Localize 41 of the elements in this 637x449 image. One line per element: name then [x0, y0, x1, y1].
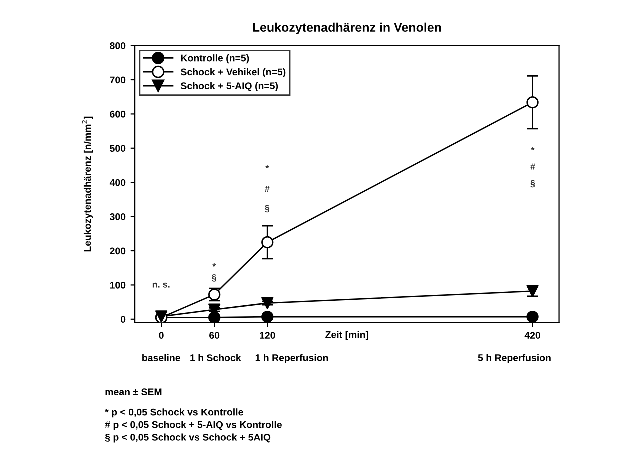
- annotation: §: [530, 180, 536, 188]
- y-tick-label: 500: [110, 145, 126, 152]
- annotation: #: [530, 164, 536, 170]
- text: 1 h Schock: [190, 354, 242, 362]
- annotation: *: [266, 165, 270, 169]
- point: [262, 310, 274, 323]
- y-tick-label: 200: [110, 248, 126, 255]
- text: baseline: [142, 354, 180, 362]
- point: [262, 297, 274, 310]
- y-tick-label: 800: [110, 42, 126, 50]
- point: [526, 310, 539, 323]
- legend-label: Kontrolle (n=5): [181, 54, 250, 64]
- text: § p < 0,05 Schock vs Schock + 5AIQ: [105, 434, 271, 443]
- chart-title: Leukozytenadhärenz in Venolen: [253, 22, 442, 35]
- y-axis-title: Leukozytenadhärenz [n/mm$^{2}$]: [82, 116, 94, 252]
- y-tick-label: 400: [110, 179, 126, 186]
- y-tick-label: 0: [120, 316, 126, 324]
- point: [526, 96, 539, 109]
- annotation: *: [531, 147, 535, 151]
- annotation: *: [212, 264, 216, 267]
- y-tick-label: 100: [110, 282, 126, 289]
- annotation: §: [212, 274, 217, 282]
- text: * p < 0,05 Schock vs Kontrolle: [105, 408, 244, 418]
- text: 1 h Reperfusion: [256, 354, 328, 364]
- legend-label: Schock + 5-AIQ (n=5): [181, 82, 278, 92]
- annotation: n. s.: [152, 282, 170, 288]
- x-tick-label: 0: [159, 332, 164, 339]
- text: # p < 0,05 Schock + 5-AIQ vs Kontrolle: [105, 421, 282, 430]
- x-tick-label: 60: [210, 332, 220, 339]
- point: [262, 236, 274, 249]
- y-tick-label: 700: [110, 76, 126, 84]
- text: mean ± SEM: [106, 388, 162, 396]
- annotation: §: [265, 205, 270, 213]
- x-axis-title: Zeit [min]: [326, 331, 368, 340]
- annotation: #: [265, 186, 270, 192]
- y-tick-label: 300: [110, 214, 126, 220]
- x-tick-label: 420: [524, 332, 540, 339]
- text: 5 h Reperfusion: [478, 354, 551, 364]
- legend-label: Schock + Vehikel (n=5): [181, 68, 286, 78]
- y-tick-label: 600: [110, 110, 126, 118]
- x-tick-label: 120: [260, 332, 276, 339]
